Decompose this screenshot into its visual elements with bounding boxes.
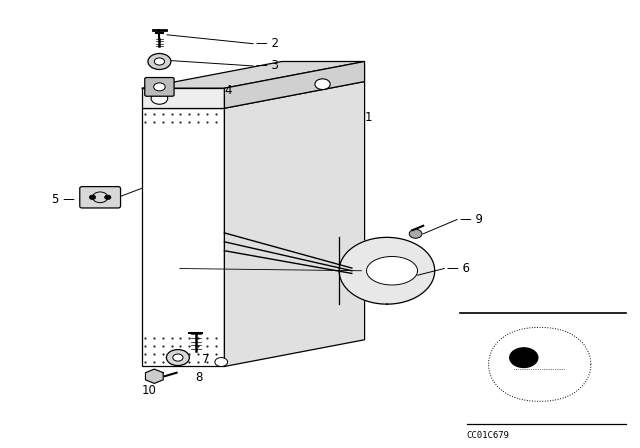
Circle shape (215, 358, 228, 366)
Circle shape (510, 348, 538, 367)
Circle shape (409, 229, 422, 238)
Polygon shape (339, 237, 435, 304)
FancyBboxPatch shape (80, 187, 120, 208)
Text: 1: 1 (365, 111, 372, 124)
Polygon shape (225, 61, 365, 108)
Circle shape (173, 354, 183, 361)
Circle shape (151, 93, 168, 104)
Text: 10: 10 (141, 384, 156, 397)
Circle shape (90, 195, 96, 199)
Text: — 2: — 2 (256, 37, 279, 50)
Text: 8: 8 (196, 371, 203, 384)
Text: 4: 4 (225, 84, 232, 97)
Circle shape (154, 58, 164, 65)
Text: 5 —: 5 — (52, 193, 75, 206)
FancyBboxPatch shape (145, 78, 174, 96)
Text: CC01C679: CC01C679 (467, 431, 509, 439)
Text: — 6: — 6 (447, 262, 470, 275)
Text: — 9: — 9 (460, 213, 483, 226)
Polygon shape (141, 108, 225, 366)
Polygon shape (367, 257, 417, 285)
Circle shape (166, 349, 189, 366)
Text: — 3: — 3 (256, 60, 279, 73)
Circle shape (315, 79, 330, 90)
Polygon shape (141, 61, 365, 88)
Circle shape (104, 195, 111, 199)
Circle shape (148, 53, 171, 69)
Polygon shape (225, 82, 365, 366)
Circle shape (154, 83, 165, 91)
Text: 7: 7 (202, 353, 210, 366)
Polygon shape (145, 369, 163, 383)
Polygon shape (141, 88, 225, 108)
